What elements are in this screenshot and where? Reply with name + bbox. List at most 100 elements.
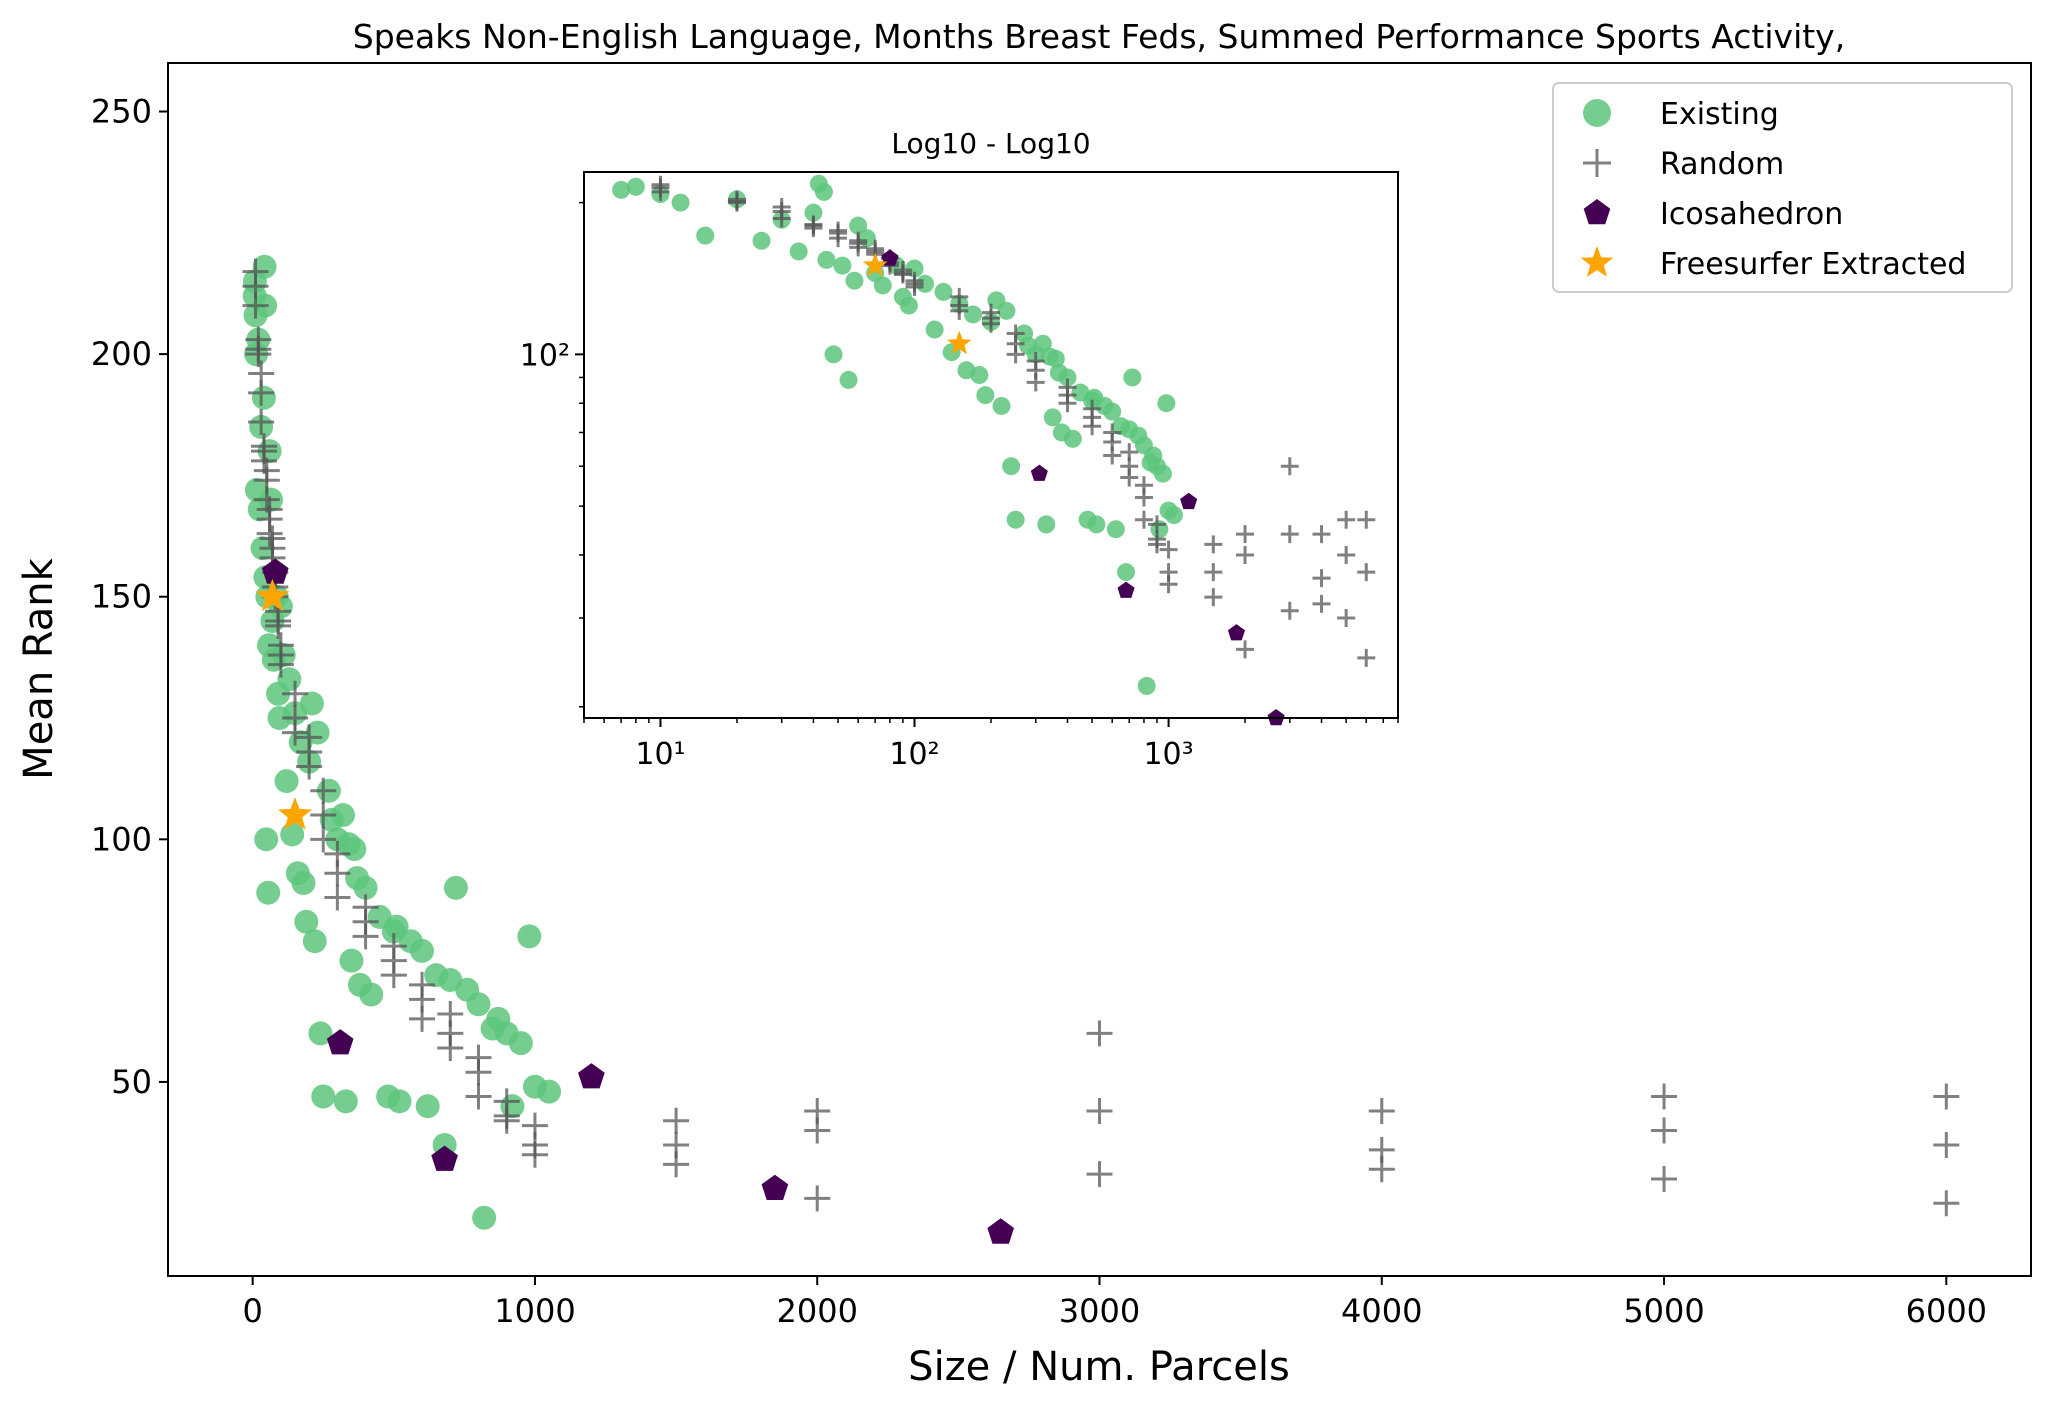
random-point	[265, 612, 292, 639]
icosahedron-point	[761, 1174, 789, 1200]
x-axis-ticks: 0 1000 2000 3000 4000 5000 6000	[243, 1276, 1987, 1330]
random-point	[324, 884, 351, 911]
inset-random-point	[651, 182, 670, 201]
existing-point	[256, 880, 281, 905]
existing-point	[339, 948, 364, 973]
random-point	[663, 1151, 690, 1178]
random-point	[493, 1107, 520, 1134]
legend-label: Freesurfer Extracted	[1660, 247, 1966, 282]
existing-point	[299, 691, 324, 716]
existing-point	[387, 1089, 412, 1114]
inset-existing-point	[992, 396, 1011, 415]
y-axis-label: Mean Rank	[16, 557, 62, 779]
inset-random-point	[1337, 510, 1356, 529]
inset-random-point	[772, 209, 791, 228]
inset-existing-point	[1164, 506, 1183, 525]
y-axis-ticks: 50 100 150 200 250	[91, 93, 168, 1101]
existing-point	[291, 870, 316, 895]
inset-random-point	[1236, 525, 1255, 544]
inset-random-point	[893, 265, 912, 284]
freesurfer-extracted-point	[255, 578, 290, 612]
x-tick-label: 4000	[1341, 1292, 1422, 1330]
random-point	[267, 651, 294, 678]
random-point	[352, 923, 379, 950]
legend-marker	[1580, 246, 1614, 277]
inset-random-point	[1280, 525, 1299, 544]
inset-existing-point	[804, 203, 823, 222]
legend-box	[1552, 82, 2013, 293]
random-point	[1368, 1156, 1395, 1183]
legend-marker	[1583, 199, 1611, 225]
random-point	[256, 520, 283, 547]
random-point	[804, 1185, 831, 1212]
existing-point	[517, 924, 542, 949]
random-point	[465, 1059, 492, 1086]
existing-point	[311, 1084, 336, 1109]
random-point	[310, 826, 337, 853]
x-tick-label: 5000	[1623, 1292, 1704, 1330]
x-tick-label: 2000	[777, 1292, 858, 1330]
random-point	[310, 802, 337, 829]
inset-existing-point	[1117, 563, 1136, 582]
inset-existing-point	[1106, 520, 1125, 539]
x-tick-label: 6000	[1906, 1292, 1987, 1330]
existing-point	[353, 875, 378, 900]
inset-random-point	[1103, 446, 1122, 465]
inset-existing-point	[964, 305, 983, 324]
inset-random-point	[1357, 510, 1376, 529]
inset-existing-point	[970, 366, 989, 385]
inset-icosahedron-point	[1117, 581, 1135, 598]
inset-random-point	[1357, 563, 1376, 582]
inset-background	[584, 172, 1398, 718]
inset-existing-point	[671, 193, 690, 212]
inset-existing-point	[1058, 368, 1077, 387]
inset-existing-point	[1043, 408, 1062, 427]
inset-random-point	[1357, 648, 1376, 667]
inset-existing-point	[899, 296, 918, 315]
inset-existing-point	[1144, 446, 1163, 465]
inset-random-point	[1204, 588, 1223, 607]
existing-point	[410, 938, 435, 963]
inset-icosahedron-point	[1227, 624, 1245, 641]
inset-x-tick-label: 10²	[889, 737, 939, 772]
inset-random-point	[982, 314, 1000, 333]
random-point	[310, 777, 337, 804]
inset-existing-point	[1153, 464, 1172, 483]
inset-icosahedron-point	[1030, 464, 1048, 481]
inset-random-point	[1147, 535, 1166, 554]
random-point	[242, 292, 269, 319]
icosahedron-point	[326, 1029, 354, 1055]
icosahedron-point	[431, 1145, 458, 1171]
random-point	[663, 1107, 690, 1134]
random-point	[324, 860, 351, 887]
existing-point	[466, 992, 491, 1017]
existing-point	[537, 1079, 562, 1104]
inset-existing-point	[1157, 394, 1176, 413]
random-point	[1651, 1117, 1678, 1144]
inset-existing-point	[612, 180, 631, 199]
random-point	[245, 336, 272, 363]
existing-point	[254, 827, 279, 852]
random-point	[1651, 1083, 1678, 1110]
random-point	[248, 379, 275, 406]
existing-point	[244, 477, 269, 502]
x-axis-label: Size / Num. Parcels	[908, 1344, 1290, 1390]
inset-existing-point	[1037, 515, 1056, 534]
legend-item-existing: Existing	[1583, 97, 1779, 132]
inset-existing-point	[1002, 457, 1021, 476]
random-point	[282, 719, 309, 746]
inset-existing-point	[752, 231, 771, 250]
existing-point	[251, 385, 276, 410]
inset-existing-point	[1006, 510, 1025, 529]
random-point	[1933, 1083, 1960, 1110]
existing-point	[280, 822, 305, 847]
legend: Existing Random Icosahedron Freesurfer Extr…	[1552, 82, 2013, 293]
inset-random-point	[905, 278, 924, 297]
inset-random-point	[1120, 468, 1139, 487]
x-tick-label: 0	[243, 1292, 263, 1330]
random-point	[1086, 1098, 1113, 1125]
y-tick-label: 50	[111, 1063, 152, 1101]
inset-existing-point	[1103, 402, 1122, 421]
existing-point	[266, 681, 291, 706]
random-point	[380, 962, 407, 989]
